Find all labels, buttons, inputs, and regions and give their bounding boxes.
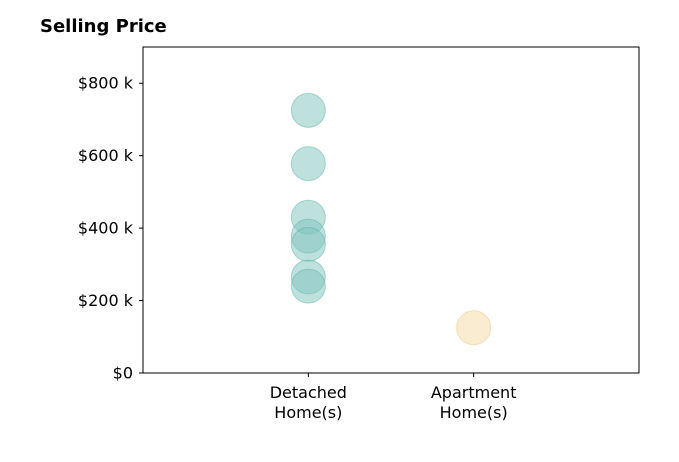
y-tick-label: $0 <box>113 364 133 383</box>
y-tick-label: $800 k <box>78 74 134 93</box>
x-axis: Detached Home(s) Apartment Home(s) <box>270 373 517 422</box>
y-tick-label: $400 k <box>78 219 134 238</box>
data-point <box>290 146 326 182</box>
points-layer <box>290 92 492 346</box>
y-tick-label: $200 k <box>78 291 134 310</box>
data-point <box>456 310 492 346</box>
data-point <box>290 92 326 128</box>
x-tick-label: Apartment Home(s) <box>431 383 517 422</box>
x-tick-label: Detached Home(s) <box>270 383 347 422</box>
data-point <box>290 226 326 262</box>
y-tick-label: $600 k <box>78 146 134 165</box>
y-axis: $0 $200 k $400 k $600 k $800 k <box>78 74 143 383</box>
plot-frame <box>142 46 640 374</box>
data-point <box>290 268 326 304</box>
chart-title: Selling Price <box>40 16 167 37</box>
